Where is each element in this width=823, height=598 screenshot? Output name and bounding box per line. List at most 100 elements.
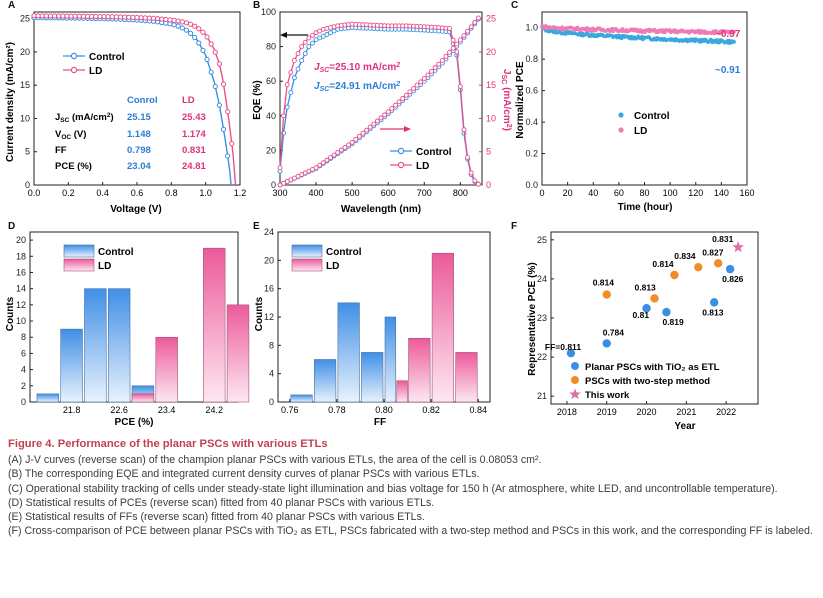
a-point-ld: [80, 13, 87, 19]
e-ytick-label-2: 8: [269, 340, 274, 350]
a-point-ld: [138, 15, 144, 21]
f-xtick-label-4: 2022: [716, 407, 736, 417]
legend-e: Control LD: [291, 244, 362, 272]
b-eqe-point-ld: [468, 170, 474, 176]
d-ytick-label-4: 8: [21, 332, 26, 342]
f-point-twostep: [650, 294, 659, 303]
a-point-control: [175, 23, 181, 29]
a-xtick-label-1: 0.2: [62, 188, 75, 198]
c-xtick-label-7: 140: [714, 188, 729, 198]
b-eqe-point-ld: [461, 127, 467, 133]
xlabel-f: Year: [674, 421, 695, 432]
f-xtick-label-0: 2018: [557, 407, 577, 417]
b-jsc-point-ld: [360, 130, 366, 136]
f-label-tio2: FF=0.811: [545, 342, 581, 352]
caption-line-a: (A) J-V curves (reverse scan) of the cha…: [8, 454, 542, 467]
a-point-ld: [31, 13, 37, 19]
b-xtick-label-0: 300: [272, 188, 287, 198]
b-eqe-point-ld: [288, 70, 294, 76]
a-point-ld: [126, 14, 132, 20]
legend-f-thiswork: This work: [585, 390, 630, 401]
b-jsc-point-ld: [389, 106, 395, 111]
a-point-ld: [167, 17, 173, 23]
a-xtick-label-2: 0.4: [96, 188, 109, 198]
b-ytick-label-0: 0: [271, 180, 276, 190]
d-bar-ld: [226, 304, 250, 403]
f-point-tio2: [602, 339, 611, 348]
b-jsc-point-ld: [439, 58, 445, 64]
a-point-ld: [163, 16, 169, 23]
b-jsc-point-ld: [421, 76, 427, 81]
b-eqe-point-ld: [281, 113, 287, 119]
f-point-tio2: [566, 348, 576, 358]
a-point-ld: [130, 14, 136, 20]
b-y2tick-label-0: 0: [486, 180, 491, 190]
a-point-ld: [134, 14, 140, 21]
d-ytick-label-2: 4: [21, 365, 26, 375]
f-point-twostep: [713, 259, 723, 268]
a-xtick-label-4: 0.8: [165, 188, 178, 198]
d-ytick-label-3: 6: [21, 348, 26, 358]
d-bar-ld: [131, 393, 155, 403]
b-jsc-point-ld: [328, 155, 333, 161]
a-point-control: [171, 22, 177, 28]
f-label-tio2: 0.784: [603, 327, 625, 337]
legend-f-star-icon: [569, 388, 581, 399]
a-point-control: [212, 83, 218, 90]
b-jsc-point-ld: [443, 53, 449, 59]
c-ytick-label-3: 0.6: [525, 86, 538, 96]
a-point-ld: [64, 13, 70, 19]
b-frame: [279, 11, 483, 186]
a-point-ld: [39, 13, 45, 19]
d-ytick-label-7: 14: [16, 284, 26, 294]
a-ytick-label-3: 15: [20, 80, 30, 90]
c-xtick-label-3: 60: [614, 188, 624, 198]
a-xtick-label-0: 0.0: [28, 188, 41, 198]
b-jsc-point-ld: [374, 118, 380, 124]
f-label-twostep: 0.834: [674, 251, 696, 261]
a-point-ld: [225, 109, 231, 115]
d-xtick-label-3: 24.2: [205, 405, 223, 415]
f-ytick-label-4: 25: [537, 235, 547, 245]
b-jsc-point-ld: [353, 136, 359, 142]
ylabel-d: Counts: [5, 296, 16, 331]
ylabel-f: Representative PCE (%): [527, 262, 538, 375]
row-ff-ld: 0.831: [182, 145, 206, 156]
ylabel-a: Current density (mA/cm²): [5, 42, 16, 162]
b-jsc-point-ld: [400, 96, 406, 101]
a-point-ld: [204, 34, 210, 40]
ylabel-b-left: EQE (%): [252, 80, 263, 119]
b-jsc-point-ld: [418, 79, 424, 85]
xlabel-d: PCE (%): [115, 417, 154, 428]
row-ff-label: FF: [55, 145, 67, 156]
legend-b-control: Control: [416, 147, 452, 158]
figure-caption: Figure 4. Performance of the planar PSCs…: [8, 437, 816, 538]
a-point-control: [196, 40, 202, 46]
d-xtick-label-0: 21.8: [63, 405, 81, 415]
e-ytick-label-0: 0: [269, 397, 274, 407]
b-y2tick-label-2: 10: [486, 113, 496, 123]
c-point-control: [620, 36, 624, 41]
d-ytick-label-1: 2: [21, 381, 26, 391]
legend-c-control: Control: [634, 111, 670, 122]
d-xtick-label-1: 22.6: [110, 405, 128, 415]
chart-a: Current density (mA/cm²) Voltage (V) 0.0…: [5, 11, 246, 215]
b-eqe-point-ld: [465, 154, 471, 160]
caption-title: Figure 4. Performance of the planar PSCs…: [8, 438, 328, 450]
e-ytick-label-5: 20: [264, 255, 274, 265]
a-point-control: [179, 25, 185, 31]
b-jsc-point-ld: [436, 61, 442, 67]
f-ytick-label-3: 24: [537, 274, 547, 284]
f-point-tio2: [662, 307, 671, 317]
ylabel-e: Counts: [254, 296, 265, 331]
b-eqe-point-ld: [475, 181, 481, 187]
b-jsc-point-ld: [324, 157, 330, 163]
b-jsc-point-ld: [331, 152, 337, 158]
b-jsc-line-control: [279, 18, 479, 186]
f-label-tio2: 0.81: [633, 310, 650, 320]
xlabel-a: Voltage (V): [110, 204, 161, 215]
c-xtick-label-0: 0: [539, 188, 544, 198]
a-point-ld: [101, 13, 107, 20]
a-point-ld: [212, 49, 218, 55]
a-point-ld: [122, 14, 128, 20]
